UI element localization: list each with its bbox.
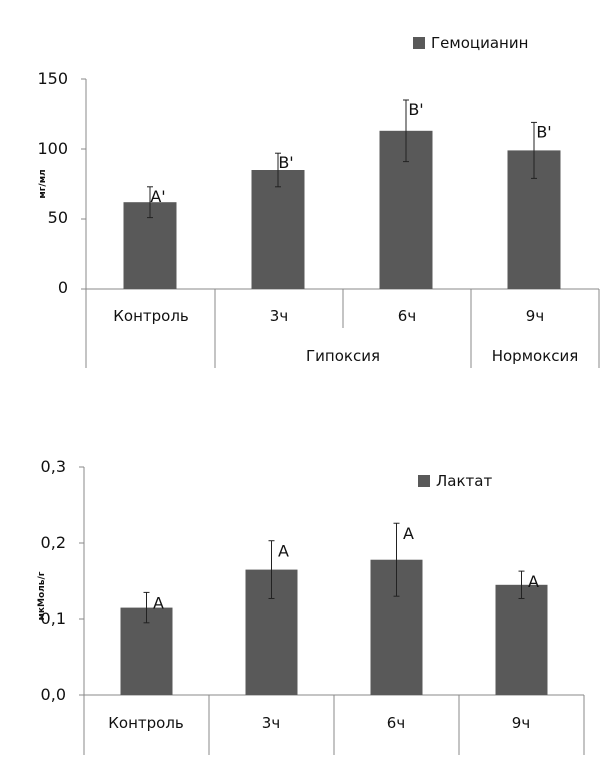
- y-tick-label: 0,2: [41, 533, 66, 552]
- error-bar: [275, 152, 281, 188]
- legend-hemocyanin: Гемоцианин: [413, 34, 528, 52]
- bar-label: A: [403, 524, 414, 543]
- error-bars: [143, 522, 525, 624]
- y-axis-label: мкМоль/г: [37, 571, 47, 620]
- x-tick-label: Контроль: [108, 714, 184, 732]
- bar-label: A': [150, 187, 165, 206]
- y-tick-label: 0,0: [41, 685, 66, 704]
- error-bar: [143, 591, 150, 624]
- y-tick-label: 0,1: [41, 609, 66, 628]
- y-tick-labels: 0 50 100 150: [37, 69, 68, 297]
- y-axis-label: мг/мл: [38, 169, 48, 198]
- x-tick-label: 9ч: [526, 307, 544, 325]
- group-label-hypoxia: Гипоксия: [306, 347, 380, 365]
- x-tick-label: Контроль: [113, 307, 189, 325]
- x-tick-label: 9ч: [512, 714, 530, 732]
- y-tick-labels: 0,0 0,1 0,2 0,3: [41, 457, 66, 704]
- legend-swatch-hemocyanin: [413, 37, 425, 49]
- y-tick-label: 50: [48, 208, 68, 227]
- error-bar: [147, 186, 153, 219]
- y-tick-label: 100: [37, 139, 68, 158]
- bar-labels: A' B' B' B': [150, 100, 551, 206]
- group-label-normoxia: Нормоксия: [492, 347, 579, 365]
- legend-lactate: Лактат: [418, 472, 492, 490]
- chart-lactate: Лактат мкМоль/г 0,0 0,1 0,2 0,3 A A A A: [37, 457, 585, 755]
- bar-label: A: [528, 572, 539, 591]
- bar-labels: A A A A: [153, 524, 539, 612]
- x-tick-labels: Контроль 3ч 6ч 9ч: [108, 714, 530, 732]
- x-tick-label: 6ч: [398, 307, 416, 325]
- bar-label: A: [278, 542, 289, 561]
- bar-3: [495, 584, 548, 695]
- bar-label: B': [536, 122, 551, 141]
- chart-hemocyanin: Гемоцианин мг/мл 0 50 100 150 A' B' B' B…: [37, 34, 600, 368]
- y-tick-label: 150: [37, 69, 68, 88]
- bar-label: B': [278, 153, 293, 172]
- error-bar: [403, 99, 409, 163]
- group-labels: Гипоксия Нормоксия: [306, 347, 578, 365]
- bar-label: A: [153, 593, 164, 612]
- legend-label-lactate: Лактат: [436, 472, 492, 490]
- error-bar: [393, 522, 400, 597]
- bars: [120, 559, 548, 695]
- bars: [123, 130, 561, 289]
- error-bar: [268, 540, 275, 599]
- y-tick-marks: [79, 466, 84, 696]
- legend-label-hemocyanin: Гемоцианин: [431, 34, 528, 52]
- bar-label: B': [408, 100, 423, 119]
- x-tick-label: 3ч: [262, 714, 280, 732]
- legend-swatch-lactate: [418, 475, 430, 487]
- x-tick-labels: Контроль 3ч 6ч 9ч: [113, 307, 544, 325]
- x-tick-label: 6ч: [387, 714, 405, 732]
- error-bars: [147, 99, 537, 219]
- y-tick-label: 0,3: [41, 457, 66, 476]
- category-separators: [83, 695, 585, 755]
- y-tick-marks: [81, 78, 86, 290]
- error-bar: [531, 121, 537, 179]
- category-separators: [85, 289, 600, 368]
- error-bar: [518, 570, 525, 599]
- bar-1: [251, 170, 305, 289]
- x-tick-label: 3ч: [270, 307, 288, 325]
- y-tick-label: 0: [58, 278, 68, 297]
